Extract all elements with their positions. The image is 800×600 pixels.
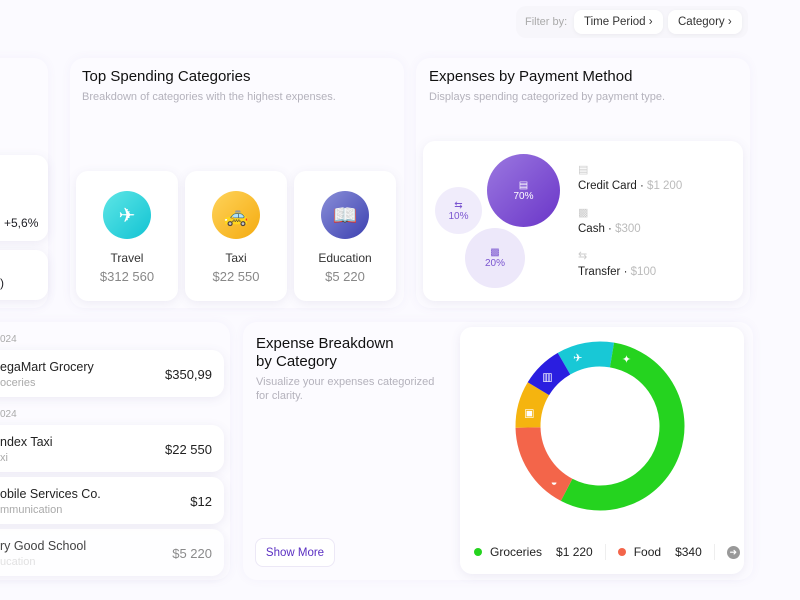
donut-card xyxy=(460,327,744,574)
top-spending-title: Top Spending Categories xyxy=(82,68,251,85)
cash-icon: ▩ xyxy=(490,247,500,258)
transaction-row[interactable]: ndex Taxi xi $22 550 xyxy=(0,425,224,472)
stat-card: +5,6% xyxy=(0,155,48,241)
bubble-transfer[interactable]: ⇆ 10% xyxy=(435,187,482,234)
merchant-category: oceries xyxy=(0,377,36,389)
transaction-row[interactable]: egaMart Grocery oceries $350,99 xyxy=(0,350,224,397)
transfer-icon: ⇆ xyxy=(578,250,588,262)
amount: $12 xyxy=(190,494,212,509)
book-icon: 📖 xyxy=(321,191,369,239)
group-date: 024 xyxy=(0,334,17,345)
method-name: Transfer xyxy=(578,266,621,278)
legend-name: Food xyxy=(633,545,662,559)
method-value: $1 200 xyxy=(647,180,683,192)
method-transfer: ⇆ Transfer · $100 xyxy=(578,250,657,278)
category-name: Travel xyxy=(110,251,144,265)
payment-title: Expenses by Payment Method xyxy=(429,68,633,85)
title-line: by Category xyxy=(256,353,337,370)
category-card-travel[interactable]: ✈ Travel $312 560 xyxy=(76,171,178,301)
chevron-right-icon: › xyxy=(648,16,653,28)
method-cash: ▩ Cash · $300 xyxy=(578,207,641,235)
airplane-icon: ✈ xyxy=(573,353,582,365)
transaction-row[interactable]: obile Services Co. mmunication $12 xyxy=(0,477,224,524)
method-value: $300 xyxy=(615,223,641,235)
legend-name: Groceries xyxy=(490,545,543,559)
method-value: $100 xyxy=(630,266,657,278)
category-name: Education xyxy=(318,251,372,265)
merchant-name: obile Services Co. xyxy=(0,487,101,501)
method-credit-card: ▤ Credit Card · $1 200 xyxy=(578,164,683,192)
chip-label: Category xyxy=(678,16,725,28)
credit-card-icon: ▤ xyxy=(518,179,529,191)
method-name: Cash xyxy=(578,223,605,235)
donut-segment-groceries[interactable] xyxy=(560,342,685,511)
legend-dot-food xyxy=(617,548,626,556)
category-card-taxi[interactable]: 🚕 Taxi $22 550 xyxy=(185,171,287,301)
stat-value: ) xyxy=(0,276,4,290)
taxi-icon: ▣ xyxy=(524,408,534,420)
legend: Groceries $1 220 Food $340 ➜ xyxy=(474,544,740,560)
chip-label: Time Period xyxy=(584,16,646,28)
category-name: Taxi xyxy=(225,251,247,265)
merchant-category: mmunication xyxy=(0,504,63,516)
category-filter[interactable]: Category › xyxy=(668,10,742,34)
donut-segment[interactable] xyxy=(515,382,550,428)
bubble-cash[interactable]: ▩ 20% xyxy=(465,228,525,288)
legend-value: $340 xyxy=(675,545,702,559)
bubble-pct: 70% xyxy=(513,190,534,202)
filter-label: Filter by: xyxy=(525,16,568,28)
merchant-name: ry Good School xyxy=(0,539,87,553)
donut-chart: ✈ ✦ ◒ ▣ ▥ xyxy=(515,341,685,511)
airplane-icon: ✈ xyxy=(103,191,151,239)
amount: $5 220 xyxy=(172,546,212,561)
group-date: 024 xyxy=(0,409,17,420)
donut-segment[interactable] xyxy=(557,341,615,375)
merchant-name: egaMart Grocery xyxy=(0,360,94,374)
food-bowl-icon: ◒ xyxy=(551,476,558,488)
legend-dot-groceries xyxy=(474,548,482,556)
donut-segment[interactable] xyxy=(527,352,571,396)
chevron-right-icon: › xyxy=(727,16,732,28)
building-icon: ▥ xyxy=(542,372,552,384)
amount: $350,99 xyxy=(165,367,212,382)
category-value: $5 220 xyxy=(325,269,365,284)
divider xyxy=(604,544,606,560)
transaction-row[interactable]: ry Good School ucation $5 220 xyxy=(0,529,224,576)
legend-value: $1 220 xyxy=(556,545,593,559)
merchant-category: xi xyxy=(0,452,8,464)
title-line: Expense Breakdown xyxy=(256,335,394,352)
amount: $22 550 xyxy=(165,442,212,457)
bubble-pct: 20% xyxy=(484,258,505,269)
show-more-button[interactable]: Show More xyxy=(255,538,335,567)
donut-segment-food[interactable] xyxy=(515,426,573,501)
next-arrow-icon[interactable]: ➜ xyxy=(726,545,740,559)
divider xyxy=(713,544,715,560)
bubble-credit-card[interactable]: ▤ 70% xyxy=(487,154,560,227)
time-period-filter[interactable]: Time Period › xyxy=(574,10,663,34)
method-name: Credit Card xyxy=(578,180,637,192)
cash-icon: ▩ xyxy=(578,207,589,219)
breakdown-title: Expense Breakdown by Category xyxy=(256,335,394,371)
merchant-name: ndex Taxi xyxy=(0,435,53,449)
bubble-pct: 10% xyxy=(448,210,469,222)
stat-card: ) xyxy=(0,250,48,300)
merchant-category: ucation xyxy=(0,556,36,568)
credit-card-icon: ▤ xyxy=(578,164,589,176)
taxi-icon: 🚕 xyxy=(212,191,260,239)
payment-subtitle: Displays spending categorized by payment… xyxy=(429,91,666,103)
top-spending-subtitle: Breakdown of categories with the highest… xyxy=(82,91,336,103)
transfer-icon: ⇆ xyxy=(454,199,463,211)
stat-change: +5,6% xyxy=(4,216,39,230)
category-value: $312 560 xyxy=(99,269,155,284)
breakdown-subtitle: Visualize your expenses categorized for … xyxy=(256,376,435,402)
category-value: $22 550 xyxy=(212,269,260,284)
category-card-education[interactable]: 📖 Education $5 220 xyxy=(294,171,396,301)
carrot-icon: ✦ xyxy=(622,354,631,366)
